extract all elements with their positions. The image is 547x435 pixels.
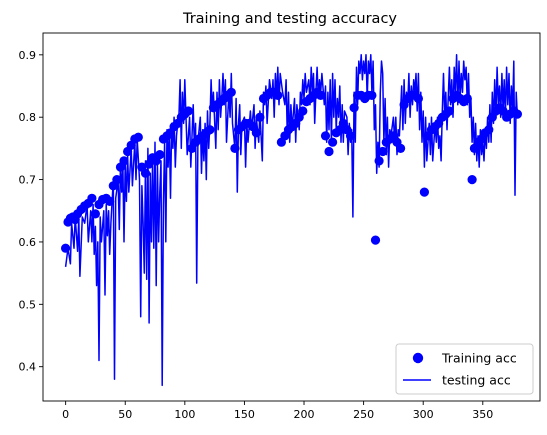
x-tick-label: 100 xyxy=(174,408,195,421)
training-acc-point xyxy=(316,90,326,100)
training-acc-point xyxy=(183,106,193,116)
testing-acc-line xyxy=(64,54,519,387)
training-acc-point xyxy=(328,137,338,147)
training-acc-point xyxy=(61,243,71,253)
x-tick-label: 350 xyxy=(472,408,493,421)
training-acc-point xyxy=(419,187,429,197)
training-acc-point xyxy=(230,143,240,153)
training-acc-point xyxy=(374,156,384,166)
training-acc-point xyxy=(119,156,129,166)
training-acc-point xyxy=(349,103,359,113)
testing-acc-series xyxy=(64,54,519,387)
training-acc-point xyxy=(512,109,523,119)
y-tick-label: 0.4 xyxy=(19,361,37,374)
training-acc-point xyxy=(90,209,100,219)
training-acc-point xyxy=(155,150,165,160)
x-axis: 0 50 100 150 200 250 300 350 xyxy=(62,401,493,421)
training-acc-point xyxy=(273,90,283,100)
legend: Training acc testing acc xyxy=(395,343,534,395)
training-acc-point xyxy=(205,125,215,135)
y-tick-label: 0.9 xyxy=(19,49,37,62)
x-tick-label: 300 xyxy=(413,408,434,421)
legend-marker-training xyxy=(412,352,424,364)
training-acc-point xyxy=(298,106,308,116)
x-tick-label: 0 xyxy=(62,408,69,421)
training-acc-point xyxy=(444,106,454,116)
legend-box xyxy=(395,343,534,395)
legend-label-testing: testing acc xyxy=(442,373,511,388)
training-acc-point xyxy=(251,128,261,138)
training-acc-point xyxy=(112,175,122,185)
x-tick-label: 150 xyxy=(234,408,255,421)
y-tick-label: 0.5 xyxy=(19,298,37,311)
training-acc-point xyxy=(484,125,494,135)
y-axis: 0.4 0.5 0.6 0.7 0.8 0.9 xyxy=(19,49,43,374)
training-acc-point xyxy=(345,131,356,141)
training-acc-point xyxy=(396,143,406,153)
plot-frame xyxy=(42,32,541,402)
training-acc-point xyxy=(226,87,236,97)
training-acc-point xyxy=(255,112,265,122)
training-acc-point xyxy=(324,146,334,157)
y-tick-label: 0.6 xyxy=(19,236,37,249)
training-acc-point xyxy=(467,175,477,185)
training-acc-point xyxy=(140,168,151,178)
training-acc-series xyxy=(61,87,523,253)
training-acc-point xyxy=(87,193,97,203)
x-tick-label: 250 xyxy=(353,408,374,421)
y-tick-label: 0.8 xyxy=(19,111,37,124)
legend-label-training: Training acc xyxy=(441,351,517,366)
training-acc-point xyxy=(133,132,143,142)
x-tick-label: 50 xyxy=(118,408,132,421)
training-acc-point xyxy=(413,93,423,104)
training-acc-point xyxy=(462,93,472,104)
training-acc-point xyxy=(367,90,377,100)
y-tick-label: 0.7 xyxy=(19,174,37,187)
training-acc-point xyxy=(370,235,381,245)
training-acc-point xyxy=(320,131,331,141)
training-acc-point xyxy=(378,146,388,157)
training-acc-point xyxy=(105,196,115,206)
x-tick-label: 200 xyxy=(294,408,315,421)
chart-title: Training and testing accuracy xyxy=(182,11,397,27)
